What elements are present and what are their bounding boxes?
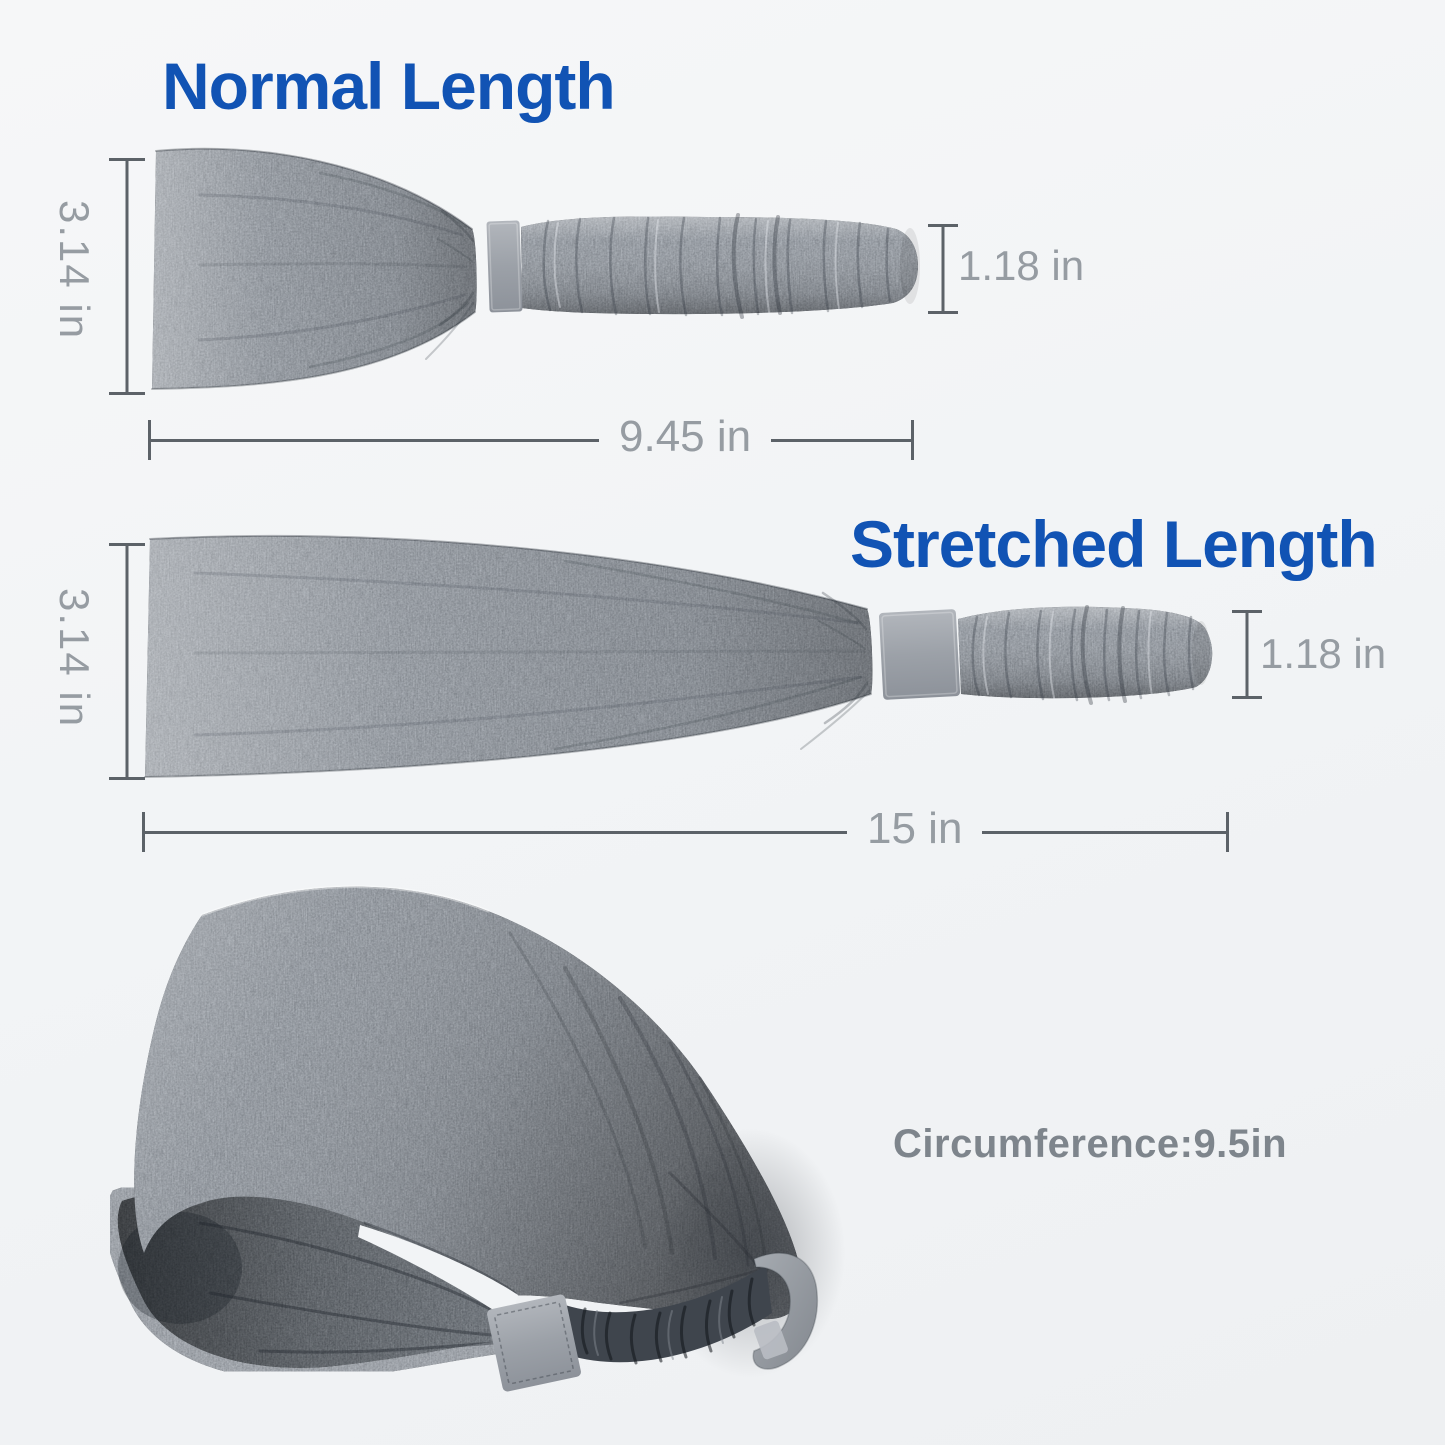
headband-normal-band: [151, 147, 477, 390]
stretched-length-title: Stretched Length: [850, 507, 1378, 581]
normal-height-dimension-line: [109, 158, 145, 395]
headband-stretched-tail: [958, 605, 1213, 705]
stretched-tail-label: 1.18 in: [1260, 630, 1387, 677]
headband-worn-elastic: [565, 1265, 772, 1365]
normal-tail-dimension-line: [928, 224, 958, 314]
stretched-length-label: 15 in: [867, 804, 963, 853]
headband-worn-adjuster-loop: [752, 1252, 819, 1370]
stretched-tail-dimension-line: [1232, 610, 1262, 699]
headband-normal-buckle: [486, 220, 523, 313]
normal-length-label: 9.45 in: [619, 412, 752, 461]
circumference-label: Circumference:9.5in: [893, 1122, 1288, 1166]
headband-worn-illustration: [104, 885, 845, 1392]
headband-worn-gap: [358, 1225, 518, 1321]
normal-length-dimension-line: 9.45 in: [148, 412, 914, 461]
headband-stretched-buckle: [879, 609, 961, 700]
stretched-length-dimension-line: 15 in: [142, 804, 1229, 853]
normal-tail-label: 1.18 in: [958, 242, 1085, 289]
stretched-height-label: 3.14 in: [51, 588, 98, 729]
headband-normal-tail: [521, 213, 920, 319]
normal-length-title: Normal Length: [162, 49, 616, 123]
headband-stretched-band: [144, 535, 873, 778]
normal-height-label: 3.14 in: [51, 200, 98, 341]
stretched-height-dimension-line: [109, 543, 145, 780]
headband-stretched-illustration: [144, 535, 1213, 778]
headband-worn-buckle: [487, 1294, 581, 1392]
headband-normal-illustration: [151, 147, 920, 390]
